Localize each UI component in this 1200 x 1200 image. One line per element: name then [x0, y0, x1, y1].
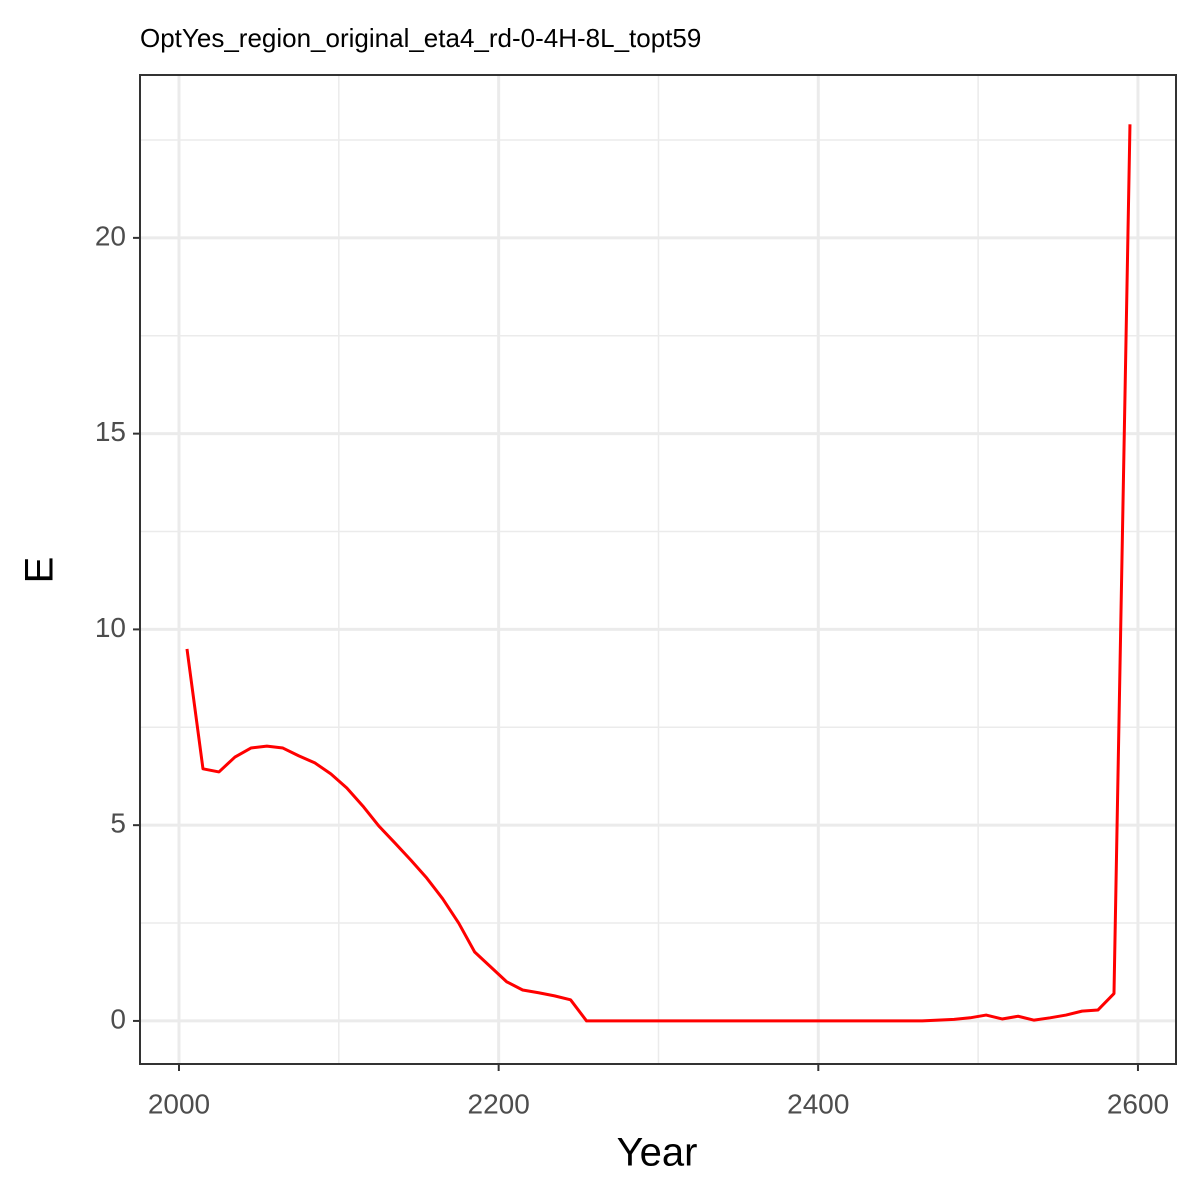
y-tick-label: 5 — [110, 808, 126, 839]
chart-title: OptYes_region_original_eta4_rd-0-4H-8L_t… — [140, 23, 701, 53]
x-tick-label: 2400 — [787, 1088, 849, 1119]
plot-border — [139, 74, 1177, 1065]
x-tick-label: 2000 — [148, 1088, 210, 1119]
y-tick-label: 20 — [95, 220, 126, 251]
x-tick-label: 2200 — [468, 1088, 530, 1119]
x-axis-title: Year — [617, 1131, 698, 1175]
y-tick-label: 15 — [95, 416, 126, 447]
y-tick-label: 10 — [95, 612, 126, 643]
y-axis-title: E — [18, 557, 62, 584]
x-tick-label: 2600 — [1107, 1088, 1169, 1119]
y-tick-label: 0 — [110, 1003, 126, 1034]
data-line — [185, 124, 1132, 1023]
